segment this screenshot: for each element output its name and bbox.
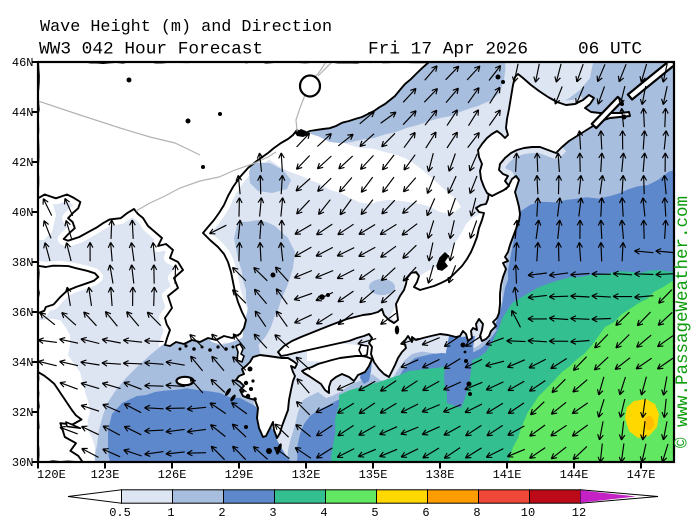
svg-text:3: 3 xyxy=(269,506,276,520)
svg-text:32N: 32N xyxy=(12,406,34,420)
svg-text:36N: 36N xyxy=(12,306,34,320)
svg-text:8: 8 xyxy=(473,506,480,520)
svg-text:06 UTC: 06 UTC xyxy=(578,40,642,60)
svg-text:© www.PassageWeather.com: © www.PassageWeather.com xyxy=(673,196,693,448)
svg-text:38N: 38N xyxy=(12,256,34,270)
svg-text:12: 12 xyxy=(572,506,586,520)
svg-text:129E: 129E xyxy=(225,468,254,482)
svg-text:120E: 120E xyxy=(37,468,66,482)
svg-text:2: 2 xyxy=(218,506,225,520)
svg-text:Fri 17 Apr 2026: Fri 17 Apr 2026 xyxy=(368,40,528,60)
svg-text:5: 5 xyxy=(371,506,378,520)
svg-text:147E: 147E xyxy=(627,468,656,482)
svg-text:6: 6 xyxy=(422,506,429,520)
svg-text:42N: 42N xyxy=(12,156,34,170)
svg-text:1: 1 xyxy=(167,506,174,520)
svg-text:44N: 44N xyxy=(12,106,34,120)
svg-text:126E: 126E xyxy=(158,468,187,482)
svg-text:132E: 132E xyxy=(292,468,321,482)
svg-text:WW3 042 Hour Forecast: WW3 042 Hour Forecast xyxy=(39,40,263,60)
svg-text:141E: 141E xyxy=(493,468,522,482)
svg-text:144E: 144E xyxy=(560,468,589,482)
svg-text:46N: 46N xyxy=(12,56,34,70)
svg-text:34N: 34N xyxy=(12,356,34,370)
svg-text:40N: 40N xyxy=(12,206,34,220)
svg-text:123E: 123E xyxy=(91,468,120,482)
svg-text:4: 4 xyxy=(320,506,327,520)
svg-text:0.5: 0.5 xyxy=(109,506,131,520)
svg-text:Wave Height (m) and Direction: Wave Height (m) and Direction xyxy=(40,18,332,37)
svg-text:138E: 138E xyxy=(426,468,455,482)
svg-text:10: 10 xyxy=(521,506,535,520)
svg-text:30N: 30N xyxy=(12,456,34,470)
svg-text:135E: 135E xyxy=(359,468,388,482)
